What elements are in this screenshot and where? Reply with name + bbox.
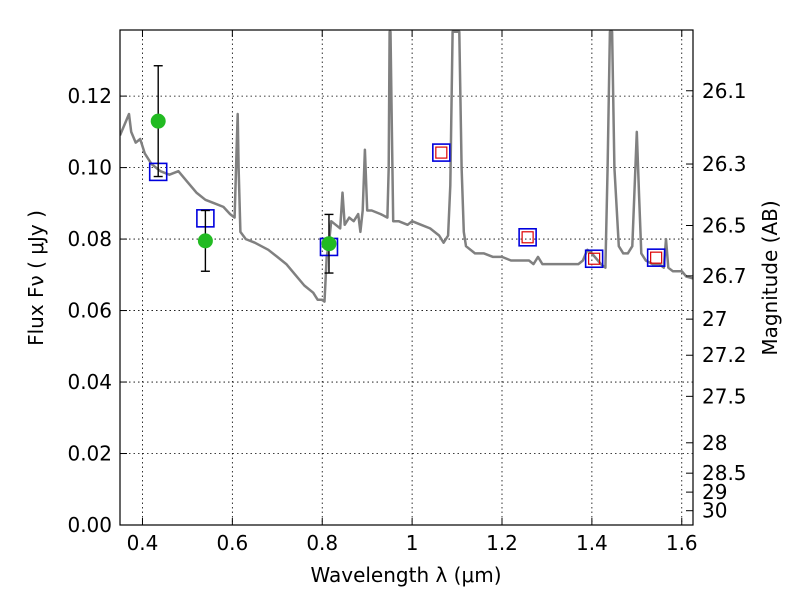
x-tick-label: 0.8 — [306, 531, 338, 555]
y2-tick-label: 27.5 — [702, 384, 747, 408]
y2-axis-title: Magnitude (AB) — [758, 200, 782, 355]
y-tick-label: 0.10 — [67, 156, 112, 180]
y-tick-label: 0.08 — [67, 227, 112, 251]
y2-tick-label: 26.7 — [702, 264, 747, 288]
axis-ticks: 0.4 0.6 0.8 1 1.2 1.4 1.6 0.00 0.02 0.04 0.06 0.08 0… — [67, 30, 747, 555]
sed-model-line — [120, 30, 693, 303]
y2-tick-label: 26.3 — [702, 152, 747, 176]
model-band-inner-square — [588, 252, 601, 265]
x-tick-label: 0.6 — [216, 531, 248, 555]
y-tick-label: 0.12 — [67, 84, 112, 108]
x-tick-label: 1 — [406, 531, 419, 555]
observed-point — [321, 236, 337, 252]
y2-tick-label: 28.5 — [702, 461, 747, 485]
y2-tick-label: 27 — [702, 307, 727, 331]
x-axis-title: Wavelength λ (μm) — [310, 563, 501, 587]
observed-point — [150, 113, 166, 129]
model-band-square — [432, 143, 451, 162]
x-tick-label: 1.2 — [486, 531, 518, 555]
plot-frame — [119, 29, 694, 526]
y2-tick-label: 26.5 — [702, 213, 747, 237]
observed-point — [197, 233, 213, 249]
y-tick-label: 0.06 — [67, 299, 112, 323]
model-band-inner-square — [521, 231, 534, 244]
y2-tick-label: 29 — [702, 480, 727, 504]
model-band-square — [584, 249, 604, 269]
y-tick-label: 0.04 — [67, 370, 112, 394]
grid-lines — [120, 30, 693, 526]
model-band-inner-square — [650, 251, 663, 264]
model-band-square — [518, 227, 537, 247]
y-tick-label: 0.02 — [67, 442, 112, 466]
x-tick-label: 1.6 — [666, 531, 698, 555]
y2-tick-label: 27.2 — [702, 343, 747, 367]
y2-tick-label: 30 — [702, 499, 727, 523]
data-series — [120, 30, 693, 303]
x-tick-label: 0.4 — [127, 531, 159, 555]
model-band-inner-square — [435, 146, 448, 159]
y-axis-title: Flux Fν ( μJy ) — [24, 210, 48, 346]
y2-tick-label: 26.1 — [702, 79, 747, 103]
x-tick-label: 1.4 — [576, 531, 608, 555]
model-band-square — [646, 248, 666, 267]
y2-tick-label: 28 — [702, 431, 727, 455]
y-tick-label: 0.00 — [67, 513, 112, 537]
